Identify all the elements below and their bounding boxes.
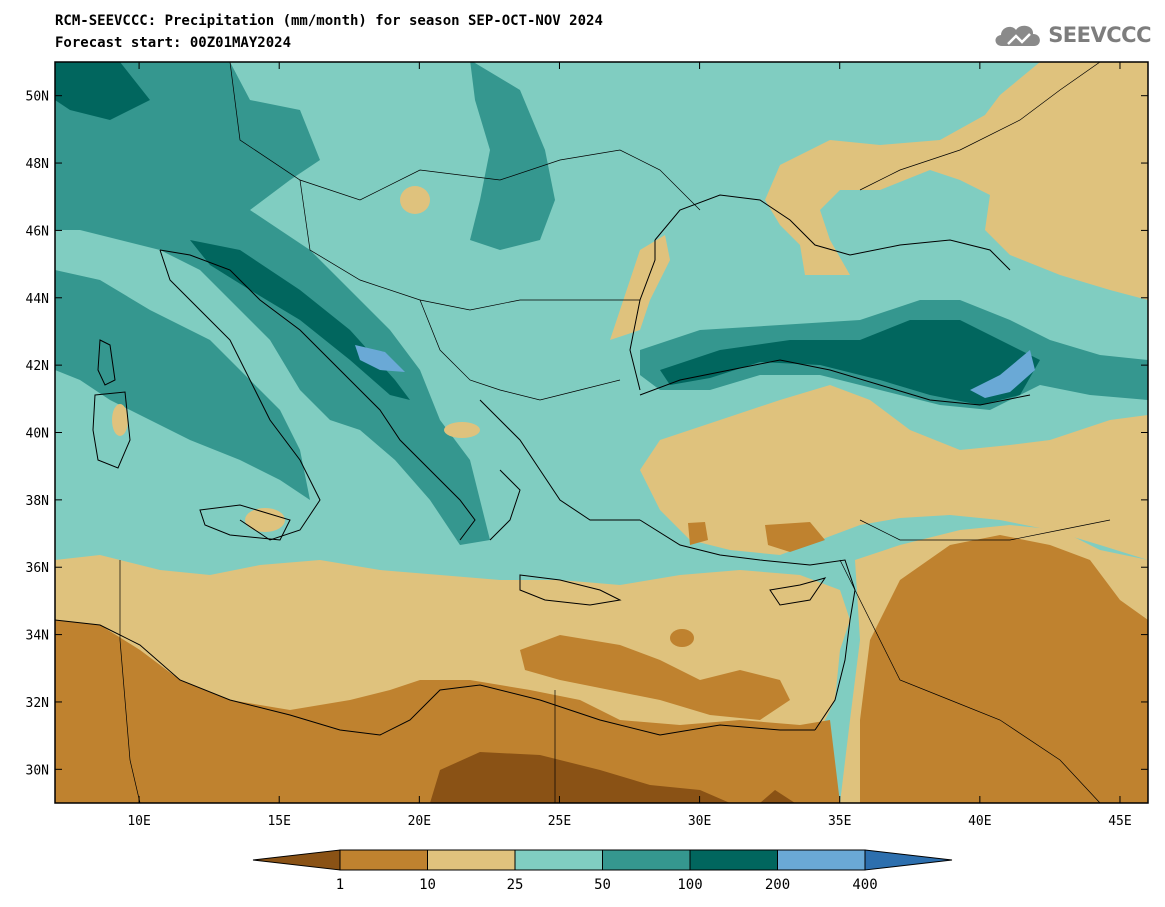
lon-tick-label: 10E bbox=[127, 814, 150, 829]
precip-drier-anatolia-2 bbox=[688, 522, 708, 545]
border-turkey-syria bbox=[859, 519, 1111, 541]
lat-tick-label: 32N bbox=[26, 696, 49, 711]
lon-tick-label: 30E bbox=[688, 814, 711, 829]
coast-north-africa bbox=[55, 619, 815, 736]
precip-max-pontic bbox=[970, 350, 1035, 398]
lat-tick-label: 34N bbox=[26, 629, 49, 644]
precip-dry-northeast bbox=[765, 62, 1148, 300]
lon-tick-label: 40E bbox=[968, 814, 991, 829]
seevccc-logo: SEEVCCC bbox=[992, 20, 1151, 50]
coast-aegean bbox=[479, 399, 640, 521]
forecast-start-label: Forecast start: 00Z01MAY2024 bbox=[55, 35, 292, 51]
colorbar-box bbox=[689, 849, 778, 871]
coastlines bbox=[55, 194, 1031, 736]
coast-crete bbox=[519, 574, 622, 606]
border-balkans bbox=[299, 179, 640, 311]
colorbar: 1 10 25 50 100 200 400 bbox=[252, 849, 953, 893]
precip-drier-libyan-sea bbox=[520, 635, 790, 720]
coast-levant bbox=[639, 519, 856, 731]
colorbar-label: 25 bbox=[507, 877, 524, 893]
colorbar-label: 50 bbox=[594, 877, 611, 893]
lat-tick-label: 46N bbox=[26, 224, 49, 239]
map-title: RCM-SEEVCCC: Precipitation (mm/month) fo… bbox=[55, 13, 603, 29]
precip-driest-egypt bbox=[760, 790, 795, 803]
lon-tick-label: 25E bbox=[548, 814, 571, 829]
precip-wet-italy bbox=[55, 270, 310, 500]
lat-tick-label: 40N bbox=[26, 427, 49, 442]
lat-tick-label: 48N bbox=[26, 157, 49, 172]
precip-dry-aegean-north bbox=[444, 422, 480, 438]
precip-max-dinarides bbox=[355, 345, 405, 372]
coast-adriatic-east bbox=[159, 249, 476, 541]
precip-very-wet-alps bbox=[55, 62, 150, 120]
coast-corsica bbox=[97, 339, 116, 386]
lat-tick-label: 30N bbox=[26, 763, 49, 778]
lat-tick-label: 50N bbox=[26, 90, 49, 105]
precip-very-wet-pontic bbox=[660, 320, 1040, 405]
coast-sardinia bbox=[92, 391, 131, 469]
coast-italy bbox=[159, 249, 321, 541]
precip-very-wet-dinarides bbox=[190, 240, 410, 400]
precip-field bbox=[55, 62, 1148, 803]
colorbar-label: 400 bbox=[852, 877, 877, 893]
lon-tick-label: 15E bbox=[267, 814, 290, 829]
lat-tick-label: 42N bbox=[26, 359, 49, 374]
colorbar-label: 10 bbox=[419, 877, 436, 893]
latitude-axis: 50N 48N 46N 44N 42N 40N 38N 36N 34N 32N 30N bbox=[26, 90, 1148, 778]
cloud-icon bbox=[995, 25, 1041, 46]
lon-tick-label: 35E bbox=[828, 814, 851, 829]
precip-dry-anatolia bbox=[640, 385, 1148, 560]
colorbar-box bbox=[602, 849, 691, 871]
colorbar-label: 100 bbox=[677, 877, 702, 893]
coast-black-sea-south bbox=[639, 359, 1031, 406]
colorbar-box bbox=[339, 849, 428, 871]
precip-driest-libya bbox=[430, 752, 730, 803]
lat-tick-label: 38N bbox=[26, 494, 49, 509]
lon-tick-label: 45E bbox=[1108, 814, 1131, 829]
precip-drier-sahara bbox=[55, 620, 840, 803]
lon-tick-label: 20E bbox=[408, 814, 431, 829]
coast-cyprus bbox=[769, 577, 827, 606]
colorbar-box bbox=[514, 849, 603, 871]
logo-text: SEEVCCC bbox=[1048, 23, 1151, 47]
precip-drier-spot bbox=[670, 629, 694, 647]
coast-sicily bbox=[199, 504, 291, 541]
colorbar-box bbox=[427, 849, 516, 871]
lat-tick-label: 36N bbox=[26, 561, 49, 576]
border-central-europe bbox=[229, 62, 701, 211]
borders bbox=[119, 62, 1111, 803]
border-ukraine-russia bbox=[859, 62, 1101, 191]
precip-dry-pannonia bbox=[400, 186, 430, 214]
precip-dry-sardinia bbox=[112, 404, 128, 436]
lat-tick-label: 44N bbox=[26, 292, 49, 307]
precip-drier-anatolia bbox=[765, 522, 825, 552]
precip-dry-sicily bbox=[245, 508, 285, 532]
colorbar-arrow-high bbox=[864, 849, 953, 871]
border-levant bbox=[839, 559, 1101, 803]
colorbar-box bbox=[777, 849, 866, 871]
colorbar-label: 1 bbox=[336, 877, 344, 893]
precip-drier-arabia bbox=[860, 535, 1148, 803]
coast-peloponnese bbox=[489, 469, 521, 541]
colorbar-arrow-low bbox=[252, 849, 341, 871]
precip-wet-carpathians bbox=[470, 62, 555, 250]
border-south-balkans bbox=[419, 299, 621, 401]
coast-black-sea-north bbox=[654, 194, 1011, 271]
longitude-axis: 10E 15E 20E 25E 30E 35E 40E 45E bbox=[127, 62, 1132, 829]
colorbar-label: 200 bbox=[765, 877, 790, 893]
border-algeria-tunisia bbox=[119, 560, 141, 803]
